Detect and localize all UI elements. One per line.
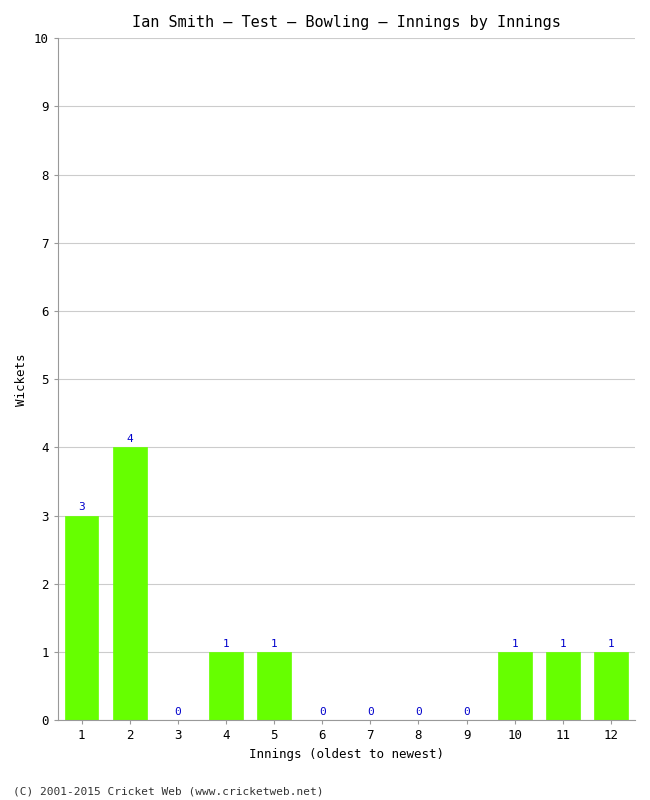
X-axis label: Innings (oldest to newest): Innings (oldest to newest) (249, 748, 444, 761)
Y-axis label: Wickets: Wickets (15, 353, 28, 406)
Text: 0: 0 (463, 707, 470, 717)
Bar (498, 652, 532, 721)
Text: 1: 1 (222, 638, 229, 649)
Text: 1: 1 (512, 638, 518, 649)
Bar (594, 652, 628, 721)
Text: 1: 1 (608, 638, 614, 649)
Text: 0: 0 (174, 707, 181, 717)
Text: (C) 2001-2015 Cricket Web (www.cricketweb.net): (C) 2001-2015 Cricket Web (www.cricketwe… (13, 786, 324, 796)
Text: 0: 0 (415, 707, 422, 717)
Bar (257, 652, 291, 721)
Bar (209, 652, 243, 721)
Text: 1: 1 (560, 638, 566, 649)
Text: 0: 0 (367, 707, 374, 717)
Text: 3: 3 (78, 502, 85, 512)
Text: 0: 0 (319, 707, 326, 717)
Bar (65, 516, 99, 721)
Title: Ian Smith – Test – Bowling – Innings by Innings: Ian Smith – Test – Bowling – Innings by … (132, 15, 561, 30)
Bar (546, 652, 580, 721)
Text: 1: 1 (271, 638, 278, 649)
Bar (113, 447, 147, 721)
Text: 4: 4 (126, 434, 133, 444)
